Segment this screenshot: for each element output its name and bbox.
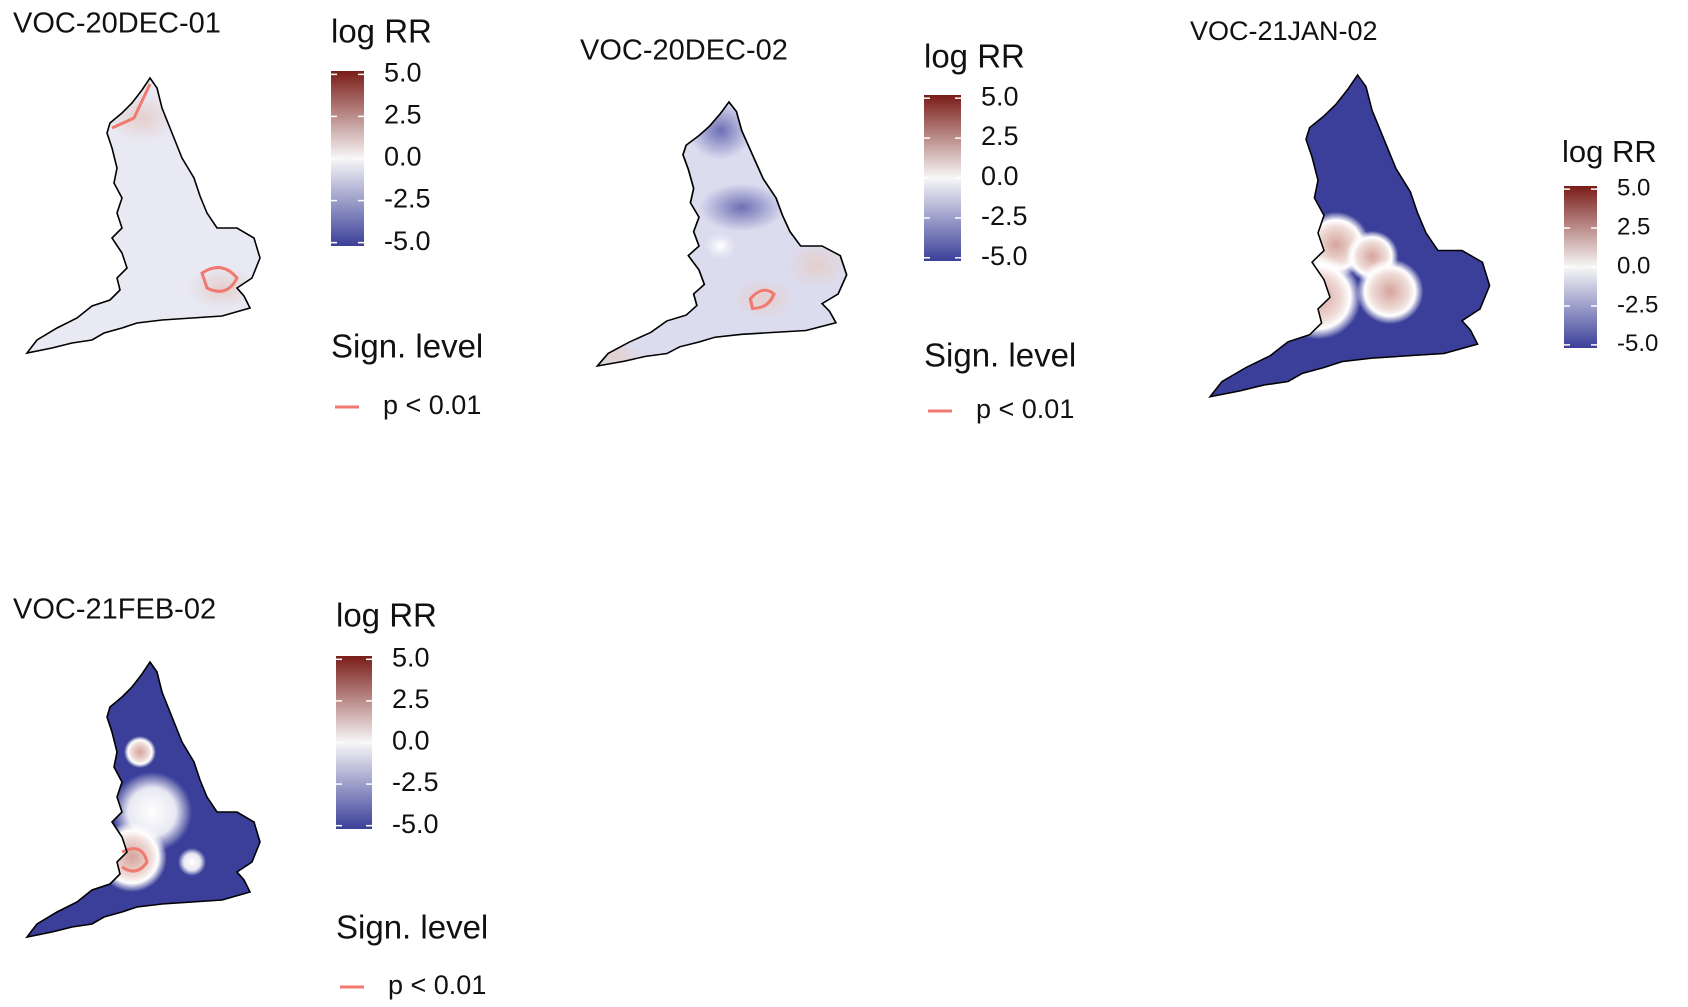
map-panel-1	[26, 77, 261, 354]
significance-label: p < 0.01	[976, 394, 1074, 424]
map-panel-2	[596, 101, 848, 367]
colorbar-tick-label: 0.0	[384, 142, 422, 172]
legend-title: log RR	[336, 597, 437, 634]
colorbar-tick-label: 5.0	[384, 57, 422, 87]
significance-title: Sign. level	[336, 909, 488, 946]
legend-title: log RR	[331, 13, 432, 50]
colorbar-tick-label: -5.0	[392, 809, 439, 839]
legend-title: log RR	[924, 38, 1025, 75]
legend-title: log RR	[1562, 134, 1657, 169]
panel-title: VOC-21FEB-02	[13, 594, 216, 626]
colorbar-tick-label: 2.5	[1617, 213, 1650, 240]
colorbar-tick-label: -5.0	[1617, 330, 1658, 357]
colorbar-tick-label: -2.5	[392, 767, 439, 797]
map-panel-4	[26, 661, 261, 938]
colorbar-tick-label: 2.5	[384, 100, 422, 130]
colorbar-tick-label: -2.5	[384, 184, 431, 214]
colorbar-tick-label: 5.0	[392, 642, 430, 672]
significance-label: p < 0.01	[383, 390, 481, 420]
colorbar-tick-label: 0.0	[392, 726, 430, 756]
colorbar-tick-label: 0.0	[981, 161, 1019, 191]
colorbar-tick-label: 5.0	[1617, 174, 1650, 201]
colorbar-tick-label: -2.5	[981, 201, 1028, 231]
colorbar-tick-label: 0.0	[1617, 252, 1650, 279]
panel-title: VOC-21JAN-02	[1190, 16, 1378, 46]
significance-title: Sign. level	[331, 328, 483, 365]
map-panel-3	[1209, 74, 1491, 398]
panel-title: VOC-20DEC-01	[13, 8, 221, 40]
colorbar-tick-label: 2.5	[392, 684, 430, 714]
panel-title: VOC-20DEC-02	[580, 35, 788, 67]
colorbar-tick-label: -2.5	[1617, 291, 1658, 318]
colorbar	[924, 95, 961, 261]
significance-title: Sign. level	[924, 337, 1076, 374]
colorbar-tick-label: -5.0	[981, 241, 1028, 271]
colorbar-tick-label: -5.0	[384, 226, 431, 256]
significance-label: p < 0.01	[388, 970, 486, 1000]
colorbar-tick-label: 2.5	[981, 121, 1019, 151]
colorbar-tick-label: 5.0	[981, 81, 1019, 111]
